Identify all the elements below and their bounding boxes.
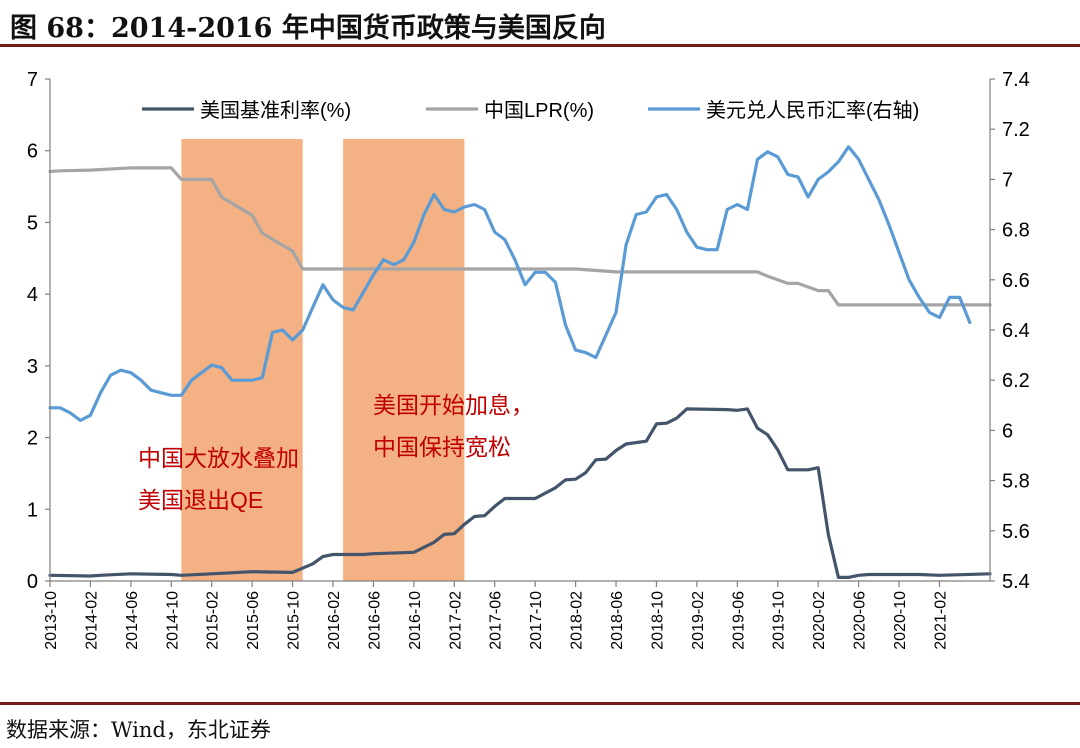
x-tick-label: 2019-06 <box>730 591 747 650</box>
annotation-text: 中国大放水叠加 <box>138 445 299 471</box>
figure-title: 图 68：2014-2016 年中国货币政策与美国反向 <box>10 13 606 44</box>
annotation-text: 美国开始加息， <box>373 392 534 418</box>
y-left-tick-label: 3 <box>27 356 38 378</box>
y-left-tick-label: 0 <box>27 571 38 593</box>
legend-label-1: 美国基准利率(%) <box>200 99 351 122</box>
x-tick-label: 2019-02 <box>690 591 707 650</box>
legend-label-2: 中国LPR(%) <box>484 99 594 122</box>
x-tick-label: 2014-06 <box>124 591 141 650</box>
y-right-tick-label: 5.6 <box>1002 521 1030 543</box>
x-tick-label: 2017-02 <box>447 591 464 650</box>
y-left-tick-label: 2 <box>27 428 38 450</box>
x-tick-label: 2016-02 <box>326 591 343 650</box>
y-left-tick-label: 4 <box>27 284 38 306</box>
x-tick-label: 2020-02 <box>811 591 828 650</box>
x-tick-label: 2020-10 <box>892 591 909 650</box>
x-tick-label: 2016-10 <box>407 591 424 650</box>
x-tick-label: 2017-06 <box>488 591 505 650</box>
source-note: 数据来源：Wind，东北证券 <box>6 718 271 742</box>
annotation-text: 美国退出QE <box>138 487 263 513</box>
y-right-tick-label: 6.2 <box>1002 370 1030 392</box>
x-tick-label: 2019-10 <box>771 591 788 650</box>
shaded-period-2 <box>343 139 465 581</box>
x-tick-label: 2018-06 <box>609 591 626 650</box>
x-tick-label: 2014-02 <box>83 591 100 650</box>
y-right-tick-label: 5.4 <box>1002 571 1030 593</box>
legend-label-3: 美元兑人民币汇率(右轴) <box>706 99 919 122</box>
y-right-tick-label: 6.6 <box>1002 270 1030 292</box>
series-layer <box>48 145 992 579</box>
y-left-tick-label: 6 <box>27 141 38 163</box>
shaded-period-1 <box>181 139 303 581</box>
x-tick-label: 2015-02 <box>205 591 222 650</box>
axes: 0 1 2 3 4 5 6 7 5.4 5.6 5.8 6 6.2 6.4 6.6 6.8 7 7.2 7.4 201… <box>27 69 1030 650</box>
x-tick-label: 2017-10 <box>528 591 545 650</box>
x-tick-label: 2018-10 <box>649 591 666 650</box>
title-bar: 图 68：2014-2016 年中国货币政策与美国反向 <box>0 0 1080 47</box>
x-tick-label: 2018-02 <box>569 591 586 650</box>
x-tick-label: 2016-06 <box>366 591 383 650</box>
x-tick-label: 2014-10 <box>164 591 181 650</box>
x-tick-label: 2020-06 <box>852 591 869 650</box>
y-right-tick-label: 7.2 <box>1002 119 1030 141</box>
y-right-tick-label: 7 <box>1002 169 1013 191</box>
x-tick-label: 2021-02 <box>932 591 949 650</box>
y-right-tick-label: 7.4 <box>1002 69 1030 91</box>
series-line-3 <box>48 145 972 422</box>
shaded-periods <box>181 139 465 581</box>
series-line-2 <box>48 166 992 307</box>
x-tick-label: 2015-06 <box>245 591 262 650</box>
x-tick-label: 2013-10 <box>43 591 60 650</box>
source-bar: 数据来源：Wind，东北证券 <box>0 702 1080 748</box>
y-left-tick-label: 7 <box>27 69 38 91</box>
line-chart: 0 1 2 3 4 5 6 7 5.4 5.6 5.8 6 6.2 6.4 6.6 6.8 7 7.2 7.4 201… <box>27 69 1030 650</box>
x-tick-label: 2015-10 <box>286 591 303 650</box>
y-right-tick-label: 6.8 <box>1002 220 1030 242</box>
y-left-tick-label: 5 <box>27 212 38 234</box>
y-right-tick-label: 5.8 <box>1002 471 1030 493</box>
series-line-1 <box>48 407 992 579</box>
annotation-text: 中国保持宽松 <box>373 434 511 460</box>
legend: 美国基准利率(%) 中国LPR(%) 美元兑人民币汇率(右轴) <box>142 99 919 122</box>
y-left-tick-label: 1 <box>27 499 38 521</box>
y-right-tick-label: 6 <box>1002 420 1013 442</box>
y-right-tick-label: 6.4 <box>1002 320 1030 342</box>
